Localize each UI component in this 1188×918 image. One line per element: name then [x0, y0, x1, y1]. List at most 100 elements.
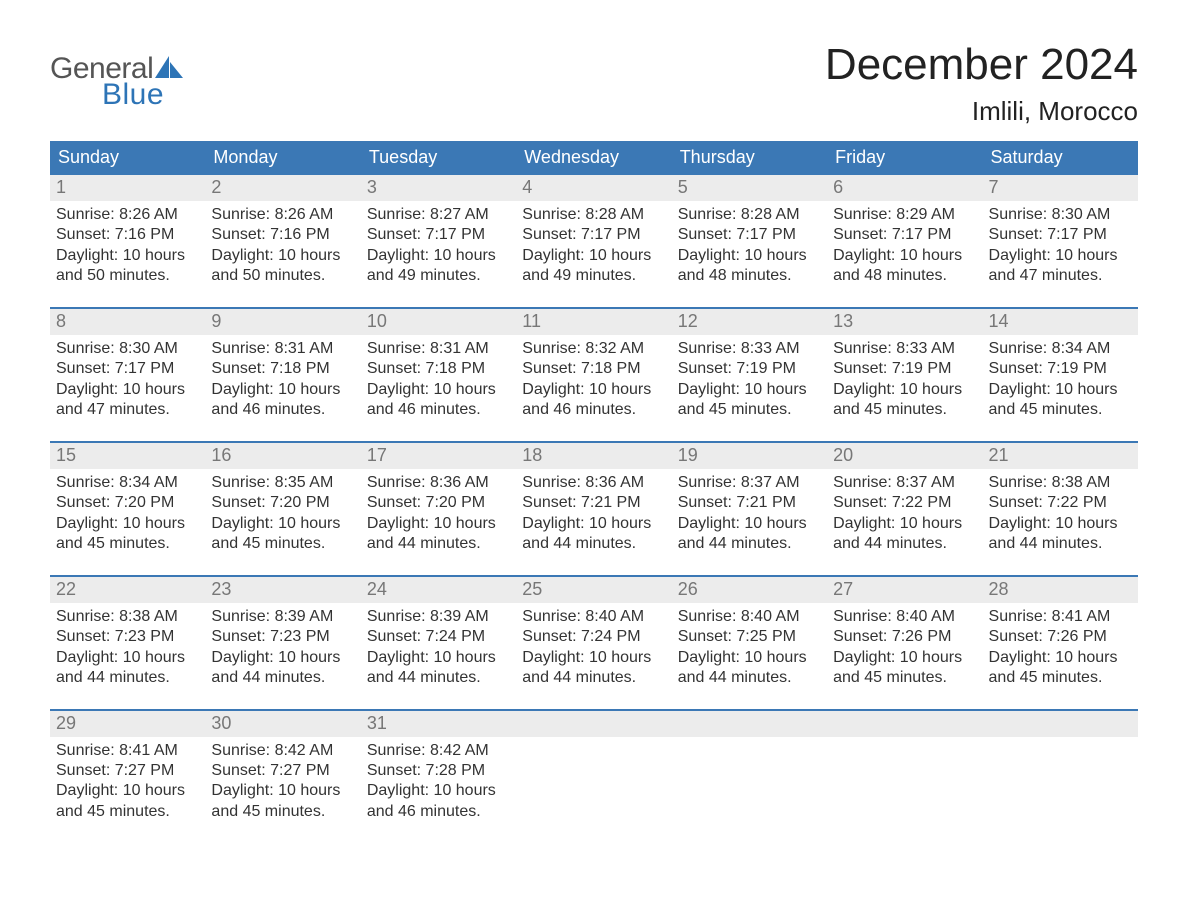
calendar-day: 27Sunrise: 8:40 AMSunset: 7:26 PMDayligh… [827, 577, 982, 709]
day-number: 3 [361, 175, 516, 201]
sunset-text: Sunset: 7:24 PM [367, 627, 510, 647]
day-number [672, 711, 827, 737]
sunset-text: Sunset: 7:25 PM [678, 627, 821, 647]
daylight-line2: and 46 minutes. [522, 400, 665, 420]
daylight-line1: Daylight: 10 hours [833, 514, 976, 534]
day-content: Sunrise: 8:29 AMSunset: 7:17 PMDaylight:… [827, 201, 982, 287]
weekday-monday: Monday [205, 141, 360, 175]
daylight-line1: Daylight: 10 hours [989, 648, 1132, 668]
day-number: 22 [50, 577, 205, 603]
sunrise-text: Sunrise: 8:31 AM [367, 339, 510, 359]
day-content: Sunrise: 8:42 AMSunset: 7:27 PMDaylight:… [205, 737, 360, 823]
sunset-text: Sunset: 7:21 PM [678, 493, 821, 513]
day-number: 12 [672, 309, 827, 335]
sunrise-text: Sunrise: 8:32 AM [522, 339, 665, 359]
daylight-line1: Daylight: 10 hours [367, 648, 510, 668]
sunrise-text: Sunrise: 8:28 AM [522, 205, 665, 225]
day-content: Sunrise: 8:26 AMSunset: 7:16 PMDaylight:… [50, 201, 205, 287]
day-number: 14 [983, 309, 1138, 335]
calendar-day: 7Sunrise: 8:30 AMSunset: 7:17 PMDaylight… [983, 175, 1138, 307]
daylight-line1: Daylight: 10 hours [989, 246, 1132, 266]
day-number: 7 [983, 175, 1138, 201]
daylight-line2: and 44 minutes. [522, 668, 665, 688]
sunrise-text: Sunrise: 8:39 AM [211, 607, 354, 627]
sunrise-text: Sunrise: 8:30 AM [56, 339, 199, 359]
calendar-day: 13Sunrise: 8:33 AMSunset: 7:19 PMDayligh… [827, 309, 982, 441]
day-content: Sunrise: 8:35 AMSunset: 7:20 PMDaylight:… [205, 469, 360, 555]
daylight-line2: and 50 minutes. [56, 266, 199, 286]
calendar-day: 5Sunrise: 8:28 AMSunset: 7:17 PMDaylight… [672, 175, 827, 307]
daylight-line1: Daylight: 10 hours [56, 514, 199, 534]
daylight-line2: and 45 minutes. [211, 534, 354, 554]
calendar-day: 24Sunrise: 8:39 AMSunset: 7:24 PMDayligh… [361, 577, 516, 709]
sunset-text: Sunset: 7:24 PM [522, 627, 665, 647]
sunset-text: Sunset: 7:27 PM [211, 761, 354, 781]
daylight-line1: Daylight: 10 hours [833, 246, 976, 266]
calendar-day: 18Sunrise: 8:36 AMSunset: 7:21 PMDayligh… [516, 443, 671, 575]
sunrise-text: Sunrise: 8:34 AM [989, 339, 1132, 359]
day-number: 4 [516, 175, 671, 201]
day-content: Sunrise: 8:37 AMSunset: 7:21 PMDaylight:… [672, 469, 827, 555]
calendar-day: 2Sunrise: 8:26 AMSunset: 7:16 PMDaylight… [205, 175, 360, 307]
calendar-day: 19Sunrise: 8:37 AMSunset: 7:21 PMDayligh… [672, 443, 827, 575]
day-number: 25 [516, 577, 671, 603]
sunrise-text: Sunrise: 8:41 AM [989, 607, 1132, 627]
day-number: 26 [672, 577, 827, 603]
day-number: 17 [361, 443, 516, 469]
daylight-line1: Daylight: 10 hours [56, 246, 199, 266]
daylight-line1: Daylight: 10 hours [211, 648, 354, 668]
daylight-line2: and 45 minutes. [211, 802, 354, 822]
daylight-line1: Daylight: 10 hours [367, 380, 510, 400]
day-content: Sunrise: 8:41 AMSunset: 7:27 PMDaylight:… [50, 737, 205, 823]
day-content: Sunrise: 8:30 AMSunset: 7:17 PMDaylight:… [50, 335, 205, 421]
calendar-day [516, 711, 671, 843]
weekday-wednesday: Wednesday [516, 141, 671, 175]
calendar-day: 28Sunrise: 8:41 AMSunset: 7:26 PMDayligh… [983, 577, 1138, 709]
calendar-day: 9Sunrise: 8:31 AMSunset: 7:18 PMDaylight… [205, 309, 360, 441]
sunset-text: Sunset: 7:21 PM [522, 493, 665, 513]
sunset-text: Sunset: 7:17 PM [833, 225, 976, 245]
sunrise-text: Sunrise: 8:37 AM [833, 473, 976, 493]
sunset-text: Sunset: 7:17 PM [989, 225, 1132, 245]
day-content: Sunrise: 8:39 AMSunset: 7:24 PMDaylight:… [361, 603, 516, 689]
calendar-week: 8Sunrise: 8:30 AMSunset: 7:17 PMDaylight… [50, 307, 1138, 441]
calendar-day: 8Sunrise: 8:30 AMSunset: 7:17 PMDaylight… [50, 309, 205, 441]
sunrise-text: Sunrise: 8:28 AM [678, 205, 821, 225]
calendar: Sunday Monday Tuesday Wednesday Thursday… [50, 141, 1138, 842]
daylight-line2: and 45 minutes. [56, 534, 199, 554]
calendar-day: 12Sunrise: 8:33 AMSunset: 7:19 PMDayligh… [672, 309, 827, 441]
sunrise-text: Sunrise: 8:38 AM [989, 473, 1132, 493]
calendar-week: 22Sunrise: 8:38 AMSunset: 7:23 PMDayligh… [50, 575, 1138, 709]
daylight-line2: and 44 minutes. [367, 668, 510, 688]
day-number: 19 [672, 443, 827, 469]
calendar-day: 6Sunrise: 8:29 AMSunset: 7:17 PMDaylight… [827, 175, 982, 307]
sunset-text: Sunset: 7:20 PM [56, 493, 199, 513]
daylight-line1: Daylight: 10 hours [367, 781, 510, 801]
daylight-line2: and 44 minutes. [678, 534, 821, 554]
sunset-text: Sunset: 7:18 PM [367, 359, 510, 379]
daylight-line1: Daylight: 10 hours [678, 380, 821, 400]
calendar-day: 16Sunrise: 8:35 AMSunset: 7:20 PMDayligh… [205, 443, 360, 575]
day-content: Sunrise: 8:37 AMSunset: 7:22 PMDaylight:… [827, 469, 982, 555]
sunset-text: Sunset: 7:28 PM [367, 761, 510, 781]
sunrise-text: Sunrise: 8:38 AM [56, 607, 199, 627]
sunset-text: Sunset: 7:26 PM [833, 627, 976, 647]
daylight-line2: and 44 minutes. [833, 534, 976, 554]
daylight-line1: Daylight: 10 hours [56, 781, 199, 801]
day-content: Sunrise: 8:27 AMSunset: 7:17 PMDaylight:… [361, 201, 516, 287]
daylight-line2: and 44 minutes. [367, 534, 510, 554]
sunset-text: Sunset: 7:16 PM [56, 225, 199, 245]
day-content: Sunrise: 8:33 AMSunset: 7:19 PMDaylight:… [827, 335, 982, 421]
weekday-header-row: Sunday Monday Tuesday Wednesday Thursday… [50, 141, 1138, 175]
day-number [516, 711, 671, 737]
daylight-line1: Daylight: 10 hours [367, 246, 510, 266]
day-number: 6 [827, 175, 982, 201]
calendar-day [827, 711, 982, 843]
daylight-line2: and 47 minutes. [989, 266, 1132, 286]
sunrise-text: Sunrise: 8:40 AM [833, 607, 976, 627]
calendar-day: 17Sunrise: 8:36 AMSunset: 7:20 PMDayligh… [361, 443, 516, 575]
day-number: 11 [516, 309, 671, 335]
sunset-text: Sunset: 7:18 PM [522, 359, 665, 379]
sunrise-text: Sunrise: 8:33 AM [833, 339, 976, 359]
calendar-day: 21Sunrise: 8:38 AMSunset: 7:22 PMDayligh… [983, 443, 1138, 575]
